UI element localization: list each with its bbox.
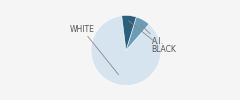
- Text: WHITE: WHITE: [69, 25, 119, 75]
- Text: BLACK: BLACK: [129, 21, 177, 54]
- Wedge shape: [122, 15, 136, 50]
- Wedge shape: [126, 17, 149, 50]
- Text: A.I.: A.I.: [140, 24, 164, 46]
- Wedge shape: [91, 16, 161, 86]
